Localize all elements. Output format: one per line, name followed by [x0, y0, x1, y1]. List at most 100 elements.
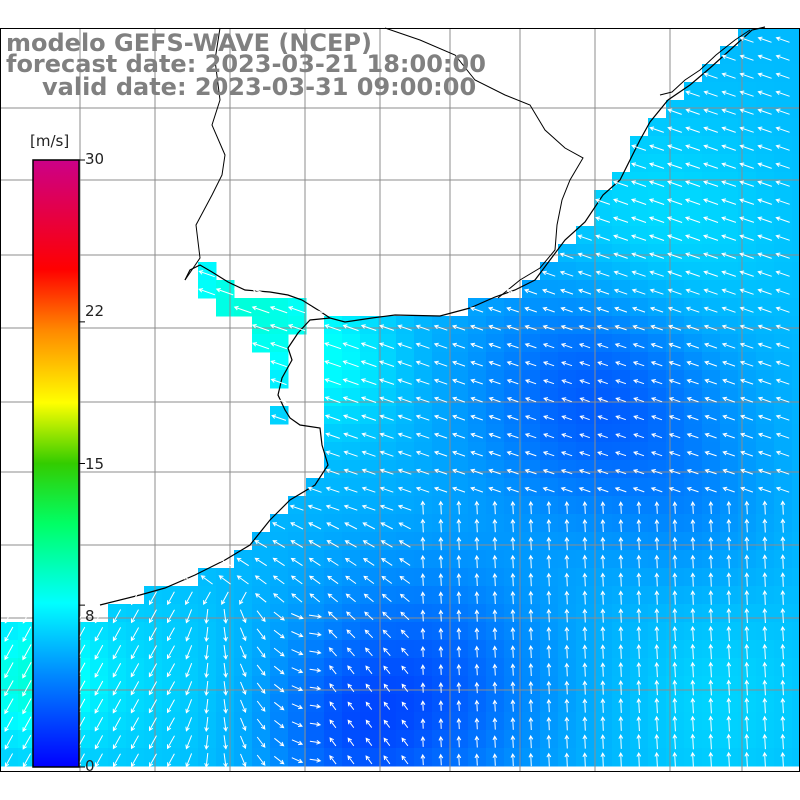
speed-cell: [0, 640, 19, 659]
speed-cell: [702, 442, 721, 461]
wind-arrow: [528, 572, 534, 587]
wind-arrow: [291, 721, 303, 727]
speed-cell: [378, 496, 397, 515]
wind-arrow: [4, 662, 14, 679]
speed-cell: [270, 622, 289, 641]
wind-arrow: [415, 432, 430, 439]
speed-cell: [108, 640, 127, 659]
wind-arrow: [4, 609, 14, 624]
wind-arrow: [438, 682, 444, 693]
speed-cell: [630, 388, 649, 407]
speed-cell: [540, 334, 559, 353]
wind-arrow: [343, 486, 358, 493]
wind-arrow: [721, 288, 736, 295]
speed-cell: [432, 406, 451, 425]
speed-cell: [738, 460, 757, 479]
speed-cell: [774, 406, 793, 425]
wind-arrow: [452, 342, 466, 349]
wind-arrow: [762, 643, 768, 660]
speed-cell: [522, 388, 541, 407]
wind-arrow: [744, 661, 750, 678]
speed-cell: [702, 370, 721, 389]
wind-arrow: [433, 396, 448, 403]
speed-cell: [522, 334, 541, 353]
wind-arrow: [708, 590, 714, 605]
wind-arrow: [399, 593, 410, 602]
wind-arrow: [510, 518, 516, 533]
wind-arrow: [613, 252, 628, 259]
speed-cell: [144, 676, 163, 695]
speed-cell: [522, 406, 541, 425]
wind-arrow: [685, 306, 700, 313]
wind-arrow: [744, 625, 750, 642]
speed-cell: [414, 406, 433, 425]
wind-arrow: [291, 613, 304, 620]
wind-arrow: [94, 609, 104, 624]
speed-cell: [324, 478, 343, 497]
wind-arrow: [600, 734, 606, 749]
speed-cell: [252, 604, 271, 623]
speed-cell: [792, 496, 800, 515]
wind-arrow: [600, 518, 606, 533]
wind-arrow: [185, 735, 193, 750]
speed-cell: [450, 316, 469, 335]
speed-cell: [342, 586, 361, 605]
wind-arrow: [488, 342, 501, 349]
wind-arrow: [167, 627, 175, 642]
speed-cell: [540, 460, 559, 479]
wind-arrow: [654, 679, 660, 696]
wind-arrow: [223, 717, 228, 732]
speed-cell: [18, 622, 37, 641]
wind-arrow: [757, 306, 772, 313]
wind-arrow: [272, 557, 285, 567]
wind-arrow: [329, 683, 337, 693]
speed-cell: [702, 334, 721, 353]
wind-arrow: [438, 753, 444, 766]
wind-arrow: [307, 486, 322, 493]
wind-arrow: [636, 501, 642, 514]
speed-cell: [738, 334, 757, 353]
wind-arrow: [22, 698, 32, 715]
speed-cell: [774, 478, 793, 497]
wind-arrow: [684, 198, 701, 205]
wind-arrow: [762, 715, 768, 732]
wind-arrow: [324, 360, 341, 368]
speed-cell: [252, 550, 271, 569]
wind-arrow: [739, 288, 754, 295]
wind-arrow: [667, 270, 682, 277]
wind-arrow: [596, 306, 609, 313]
wind-arrow: [291, 703, 304, 710]
wind-arrow: [703, 270, 718, 277]
wind-arrow: [510, 681, 516, 694]
speed-cell: [774, 442, 793, 461]
speed-cell: [468, 424, 487, 443]
wind-arrow: [22, 644, 32, 661]
speed-cell: [108, 748, 127, 767]
wind-arrow: [420, 627, 426, 640]
wind-arrow: [668, 469, 681, 475]
wind-arrow: [726, 661, 732, 678]
wind-arrow: [633, 433, 645, 439]
wind-arrow: [708, 679, 714, 696]
speed-cell: [468, 460, 487, 479]
wind-arrow: [636, 590, 642, 605]
wind-arrow: [329, 755, 337, 765]
speed-cell: [396, 496, 415, 515]
wind-arrow: [365, 665, 373, 675]
wind-arrow: [726, 751, 732, 768]
wind-arrow: [360, 360, 377, 368]
wind-arrow: [524, 397, 537, 403]
wind-arrow: [438, 645, 444, 658]
speed-cell: [234, 298, 253, 317]
wind-arrow: [704, 468, 717, 475]
speed-cell: [234, 694, 253, 713]
wind-arrow: [452, 468, 466, 475]
speed-cell: [792, 442, 800, 461]
speed-cell: [486, 370, 505, 389]
wind-arrow: [290, 557, 303, 567]
speed-cell: [378, 568, 397, 587]
speed-cell: [666, 334, 685, 353]
wind-arrow: [415, 378, 430, 385]
wind-arrow: [382, 611, 392, 621]
